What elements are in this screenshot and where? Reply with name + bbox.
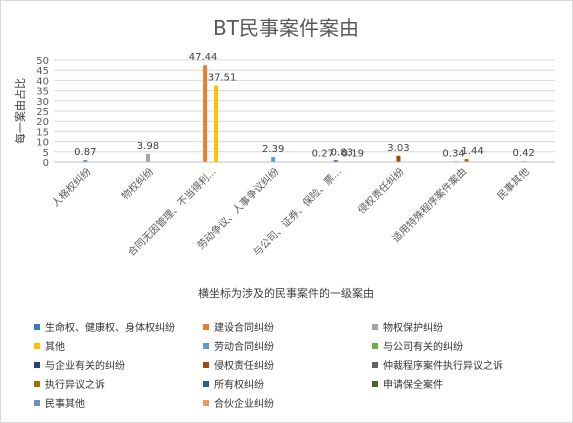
legend-swatch bbox=[34, 381, 40, 387]
legend-swatch bbox=[203, 324, 209, 330]
bar bbox=[83, 160, 88, 162]
legend-swatch bbox=[372, 343, 378, 349]
legend-label: 申请保全案件 bbox=[383, 380, 443, 391]
legend-label: 生命权、健康权、身体权纠纷 bbox=[45, 323, 175, 334]
bar bbox=[464, 159, 469, 162]
x-tick-label: 物权纠纷 bbox=[119, 165, 156, 202]
data-label: 0.27 bbox=[312, 148, 334, 159]
legend-item: 与公司有关的纠纷 bbox=[372, 342, 463, 354]
data-label: 37.51 bbox=[208, 72, 237, 83]
legend-item: 与企业有关的纠纷 bbox=[34, 361, 125, 373]
legend-swatch bbox=[34, 343, 40, 349]
legend-item: 侵权责任纠纷 bbox=[203, 361, 274, 373]
legend-label: 民事其他 bbox=[45, 399, 85, 410]
bar bbox=[145, 153, 150, 162]
y-tick-label: 35 bbox=[36, 87, 49, 98]
legend-item: 所有权纠纷 bbox=[203, 380, 264, 392]
y-tick-label: 10 bbox=[36, 138, 49, 149]
legend-label: 与企业有关的纠纷 bbox=[45, 361, 125, 372]
y-tick-label: 45 bbox=[36, 66, 49, 77]
y-tick-label: 5 bbox=[43, 148, 49, 159]
legend-label: 劳动合同纠纷 bbox=[214, 342, 274, 353]
legend-item: 其他 bbox=[34, 342, 65, 354]
legend-swatch bbox=[34, 324, 40, 330]
data-label: 2.39 bbox=[262, 144, 284, 155]
legend-swatch bbox=[372, 324, 378, 330]
data-label: 1.44 bbox=[461, 146, 483, 157]
legend-item: 申请保全案件 bbox=[372, 380, 443, 392]
x-tick-label: 人格权纠纷 bbox=[49, 165, 94, 210]
data-label: 0.42 bbox=[513, 148, 535, 159]
data-label: 0.87 bbox=[74, 147, 96, 158]
bar bbox=[333, 160, 338, 162]
data-label: 0.83 bbox=[331, 147, 353, 158]
bar bbox=[214, 85, 219, 162]
legend-label: 物权保护纠纷 bbox=[383, 323, 443, 334]
legend-swatch bbox=[203, 381, 209, 387]
legend-item: 劳动合同纠纷 bbox=[203, 342, 274, 354]
legend-item: 生命权、健康权、身体权纠纷 bbox=[34, 323, 175, 335]
bar bbox=[271, 157, 276, 162]
x-tick-label: 侵权责任纠纷 bbox=[355, 165, 407, 217]
legend-item: 民事其他 bbox=[34, 399, 85, 411]
legend-label: 仲裁程序案件执行异议之诉 bbox=[383, 361, 503, 372]
legend-label: 执行异议之诉 bbox=[45, 380, 105, 391]
legend-swatch bbox=[34, 362, 40, 368]
bar bbox=[203, 65, 208, 162]
y-tick-label: 15 bbox=[36, 127, 49, 138]
data-label: 3.98 bbox=[137, 141, 159, 152]
y-tick-label: 30 bbox=[36, 97, 49, 108]
legend-label: 合伙企业纠纷 bbox=[214, 399, 274, 410]
x-tick-label: 民事其他 bbox=[494, 165, 531, 202]
legend-item: 物权保护纠纷 bbox=[372, 323, 443, 335]
y-tick-label: 20 bbox=[36, 117, 49, 128]
y-tick-label: 50 bbox=[36, 56, 49, 67]
data-label: 0.19 bbox=[342, 149, 364, 160]
data-label: 0.34 bbox=[442, 148, 464, 159]
y-axis-label: 每一案由占比 bbox=[13, 78, 27, 144]
legend-label: 侵权责任纠纷 bbox=[214, 361, 274, 372]
legend-item: 建设合同纠纷 bbox=[203, 323, 274, 335]
legend-item: 仲裁程序案件执行异议之诉 bbox=[372, 361, 503, 373]
legend-swatch bbox=[203, 400, 209, 406]
data-label: 3.03 bbox=[387, 143, 409, 154]
legend-label: 所有权纠纷 bbox=[214, 380, 264, 391]
y-tick-label: 40 bbox=[36, 76, 49, 87]
legend-label: 建设合同纠纷 bbox=[214, 323, 274, 334]
y-tick-label: 25 bbox=[36, 107, 49, 118]
bar bbox=[396, 155, 401, 162]
legend-item: 执行异议之诉 bbox=[34, 380, 105, 392]
legend-swatch bbox=[203, 343, 209, 349]
y-tick-label: 0 bbox=[43, 158, 49, 169]
chart-title: BT民事案件案由 bbox=[213, 16, 359, 40]
legend-swatch bbox=[203, 362, 209, 368]
legend-item: 合伙企业纠纷 bbox=[203, 399, 274, 411]
legend-swatch bbox=[34, 400, 40, 406]
legend-swatch bbox=[372, 381, 378, 387]
x-axis-label: 横坐标为涉及的民事案件的一级案由 bbox=[198, 286, 374, 300]
legend-label: 与公司有关的纠纷 bbox=[383, 342, 463, 353]
data-label: 47.44 bbox=[189, 52, 218, 63]
legend-label: 其他 bbox=[45, 342, 65, 353]
legend-swatch bbox=[372, 362, 378, 368]
